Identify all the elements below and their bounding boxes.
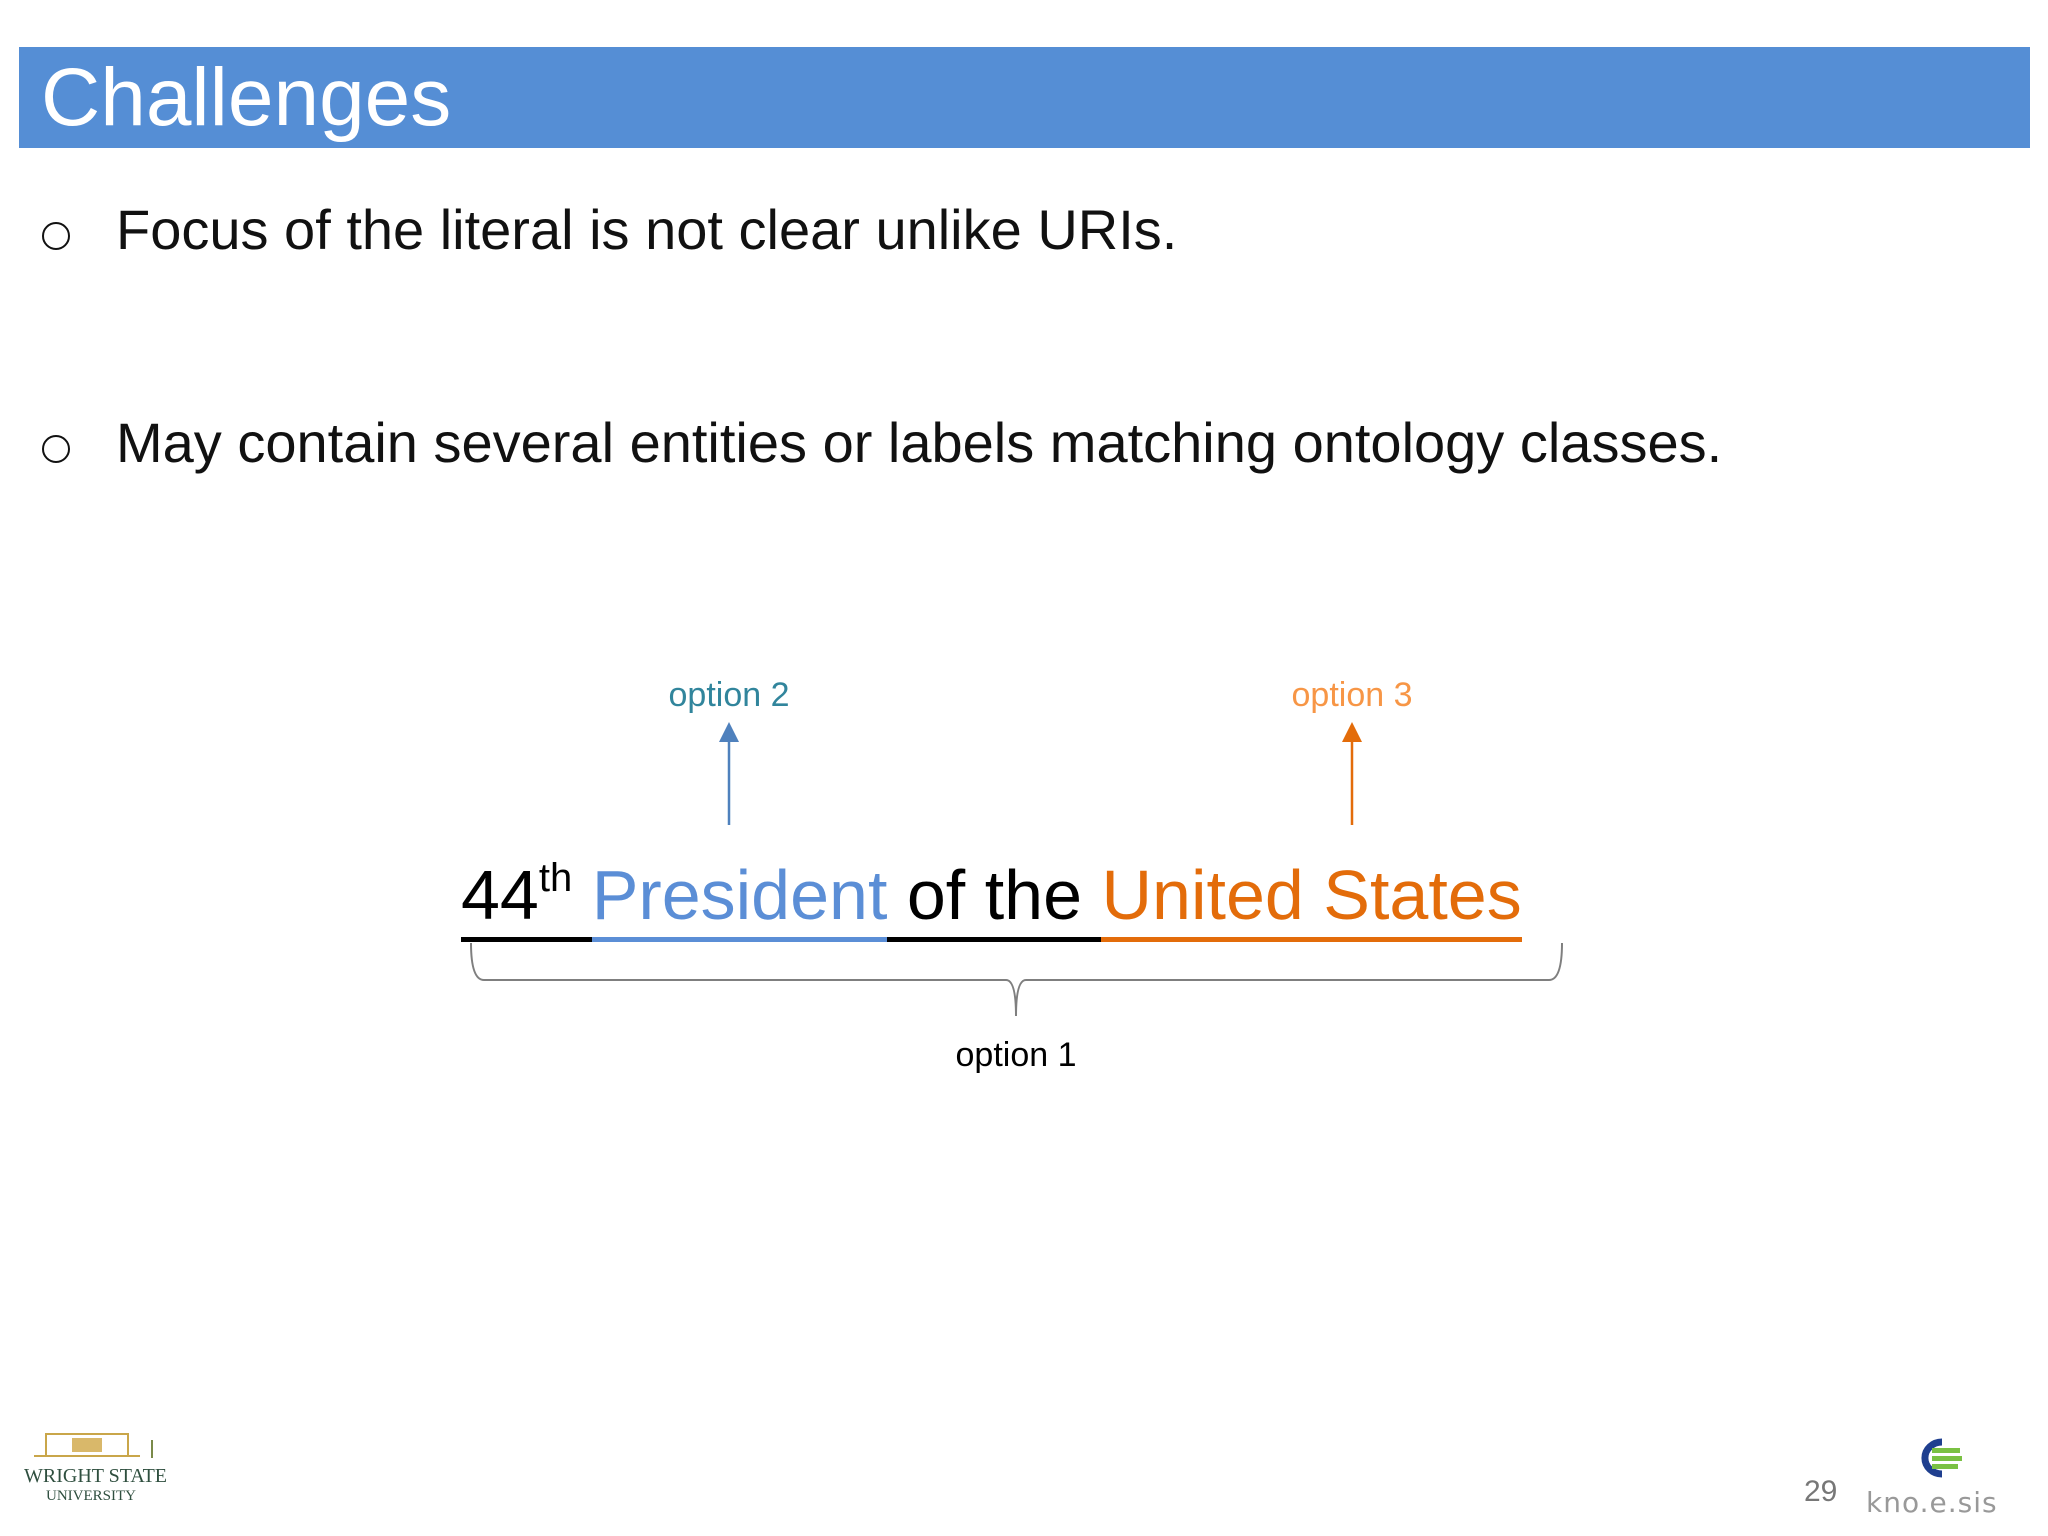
phrase-united-states: United States (1101, 853, 1522, 942)
svg-text:kno.e.sis: kno.e.sis (1866, 1486, 1998, 1518)
brace-option-1 (470, 942, 1563, 1017)
option-2-label: option 2 (668, 676, 790, 714)
page-number: 29 (1804, 1475, 1838, 1508)
phrase-ordinal: 44th (461, 836, 592, 942)
option-3-label: option 3 (1291, 676, 1413, 714)
option-1-label: option 1 (955, 1036, 1077, 1074)
bullet-circle-icon (42, 435, 70, 463)
wright-state-logo: WRIGHT STATE UNIVERSITY (24, 1433, 167, 1504)
slide-title: Challenges (41, 52, 452, 143)
bullet-text: May contain several entities or labels m… (116, 411, 1723, 474)
bullet-circle-icon (42, 222, 70, 250)
literal-phrase: 44th President of the United States (461, 836, 1522, 942)
phrase-of-the: of the (887, 853, 1102, 942)
bullet-text: Focus of the literal is not clear unlike… (116, 198, 1178, 261)
phrase-president: President (591, 853, 888, 942)
svg-text:WRIGHT STATE: WRIGHT STATE (24, 1465, 167, 1487)
svg-text:UNIVERSITY: UNIVERSITY (46, 1488, 136, 1504)
title-bar: Challenges (19, 47, 2030, 148)
knoesis-logo: kno.e.sis (1866, 1438, 1998, 1518)
